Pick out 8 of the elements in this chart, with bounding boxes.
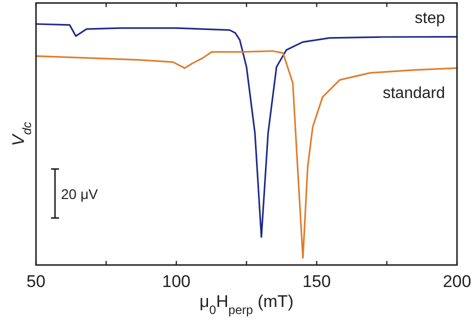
series-label: standard (382, 85, 445, 102)
x-tick-label: 50 (26, 272, 46, 291)
x-tick-label: 100 (162, 272, 191, 291)
x-tick-label: 200 (442, 272, 472, 291)
annotation: 20 μV (61, 186, 99, 202)
x-axis-title: μ$_{0}$H$_{perp}$ (mT) (200, 292, 294, 317)
series-label: step (414, 10, 446, 27)
x-tick-label: 150 (302, 272, 331, 291)
